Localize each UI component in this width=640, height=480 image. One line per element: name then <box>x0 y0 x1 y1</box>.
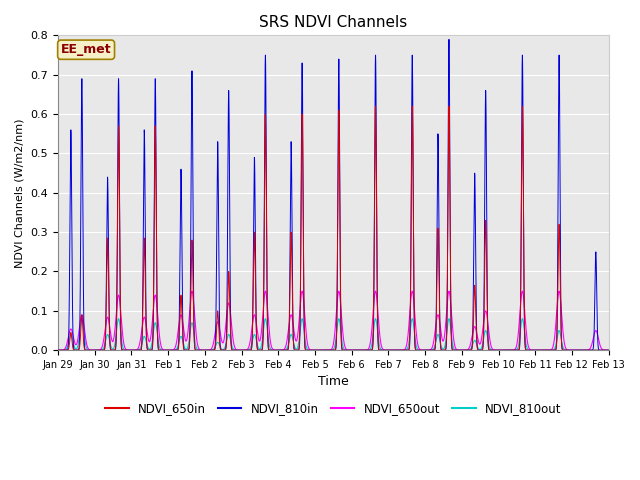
Y-axis label: NDVI Channels (W/m2/nm): NDVI Channels (W/m2/nm) <box>15 118 25 267</box>
Text: EE_met: EE_met <box>61 43 111 56</box>
Title: SRS NDVI Channels: SRS NDVI Channels <box>259 15 408 30</box>
X-axis label: Time: Time <box>318 375 349 388</box>
Legend: NDVI_650in, NDVI_810in, NDVI_650out, NDVI_810out: NDVI_650in, NDVI_810in, NDVI_650out, NDV… <box>100 397 566 420</box>
